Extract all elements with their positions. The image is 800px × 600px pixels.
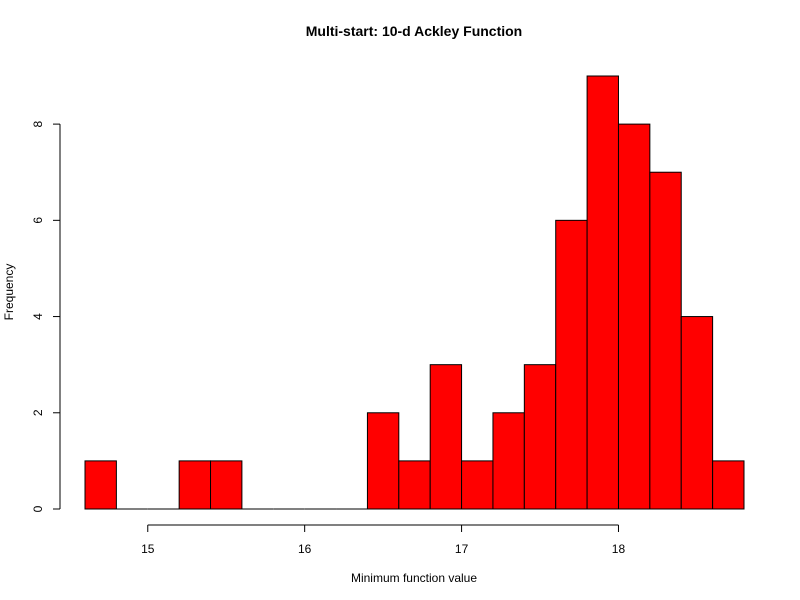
histogram-bar — [429, 364, 463, 510]
x-axis-label: Minimum function value — [351, 571, 477, 585]
histogram-bar — [398, 460, 431, 510]
histogram-bar — [84, 460, 117, 510]
histogram-bar — [210, 460, 243, 510]
histogram-bar — [712, 460, 745, 510]
x-tick-label: 18 — [612, 542, 626, 556]
y-tick-label: 0 — [31, 505, 45, 512]
histogram-bar — [649, 171, 682, 510]
y-tick-label: 2 — [31, 409, 45, 416]
chart-title: Multi-start: 10-d Ackley Function — [306, 23, 523, 39]
histogram-bar — [617, 123, 651, 510]
histogram-bars — [84, 75, 745, 510]
histogram-bar — [366, 412, 400, 510]
histogram-bar — [680, 316, 714, 510]
x-tick-label: 17 — [455, 542, 469, 556]
y-tick-label: 6 — [31, 217, 45, 224]
y-tick-label: 8 — [31, 120, 45, 127]
y-axis-label: Frequency — [2, 264, 16, 321]
histogram-bar — [523, 364, 557, 510]
x-tick-label: 15 — [141, 542, 155, 556]
histogram-bar — [461, 460, 494, 510]
histogram-bar — [178, 460, 212, 510]
histogram-bar — [586, 75, 619, 510]
x-tick-label: 16 — [298, 542, 312, 556]
histogram-bar — [492, 412, 525, 510]
x-axis: 15 16 17 18 — [141, 524, 626, 556]
y-axis: 0 2 4 6 8 — [31, 120, 61, 512]
y-tick-label: 4 — [31, 313, 45, 320]
histogram-bar — [555, 219, 588, 510]
